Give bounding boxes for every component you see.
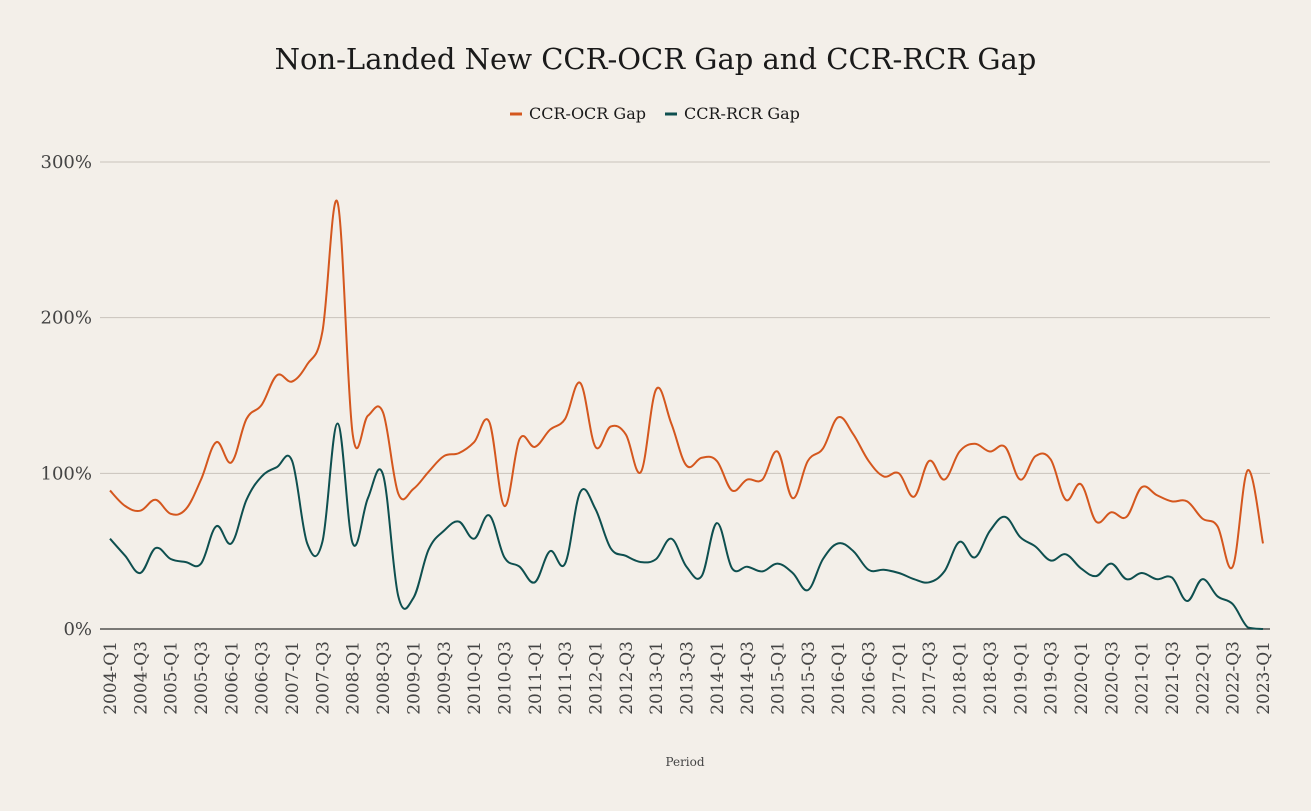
x-tick-label: 2012-Q3: [617, 641, 637, 715]
x-axis-label: Period: [665, 755, 704, 769]
x-tick-label: 2013-Q3: [678, 641, 698, 715]
x-tick-label: 2023-Q1: [1254, 641, 1274, 715]
x-tick-label: 2016-Q1: [829, 641, 849, 715]
chart-title: Non-Landed New CCR-OCR Gap and CCR-RCR G…: [275, 42, 1037, 76]
x-tick-label: 2011-Q1: [526, 641, 546, 715]
x-tick-label: 2012-Q1: [587, 641, 607, 715]
x-tick-label: 2014-Q3: [738, 641, 758, 715]
x-tick-label: 2009-Q3: [435, 641, 455, 715]
x-tick-label: 2022-Q1: [1193, 641, 1213, 715]
legend: CCR-OCR Gap CCR-RCR Gap: [510, 104, 800, 123]
legend-label-ccr-rcr-gap: CCR-RCR Gap: [684, 104, 800, 123]
x-tick-label: 2018-Q1: [951, 641, 971, 715]
legend-item-ccr-rcr-gap[interactable]: CCR-RCR Gap: [665, 104, 800, 123]
x-tick-label: 2004-Q1: [101, 641, 121, 715]
x-tick-label: 2004-Q3: [131, 641, 151, 715]
y-axis-ticks: 0% 100% 200% 300%: [41, 152, 92, 640]
x-tick-label: 2017-Q3: [920, 641, 940, 715]
x-tick-label: 2019-Q1: [1011, 641, 1031, 715]
x-tick-label: 2008-Q1: [344, 641, 364, 715]
x-tick-label: 2014-Q1: [708, 641, 728, 715]
x-tick-label: 2019-Q3: [1042, 641, 1062, 715]
y-tick-label: 200%: [41, 308, 92, 329]
x-tick-label: 2005-Q3: [192, 641, 212, 715]
x-tick-label: 2021-Q1: [1133, 641, 1153, 715]
x-tick-label: 2008-Q3: [374, 641, 394, 715]
y-tick-label: 0%: [63, 619, 92, 640]
x-tick-label: 2006-Q3: [253, 641, 273, 715]
legend-item-ccr-ocr-gap[interactable]: CCR-OCR Gap: [510, 104, 646, 123]
series-layer: [109, 199, 1264, 630]
x-tick-label: 2010-Q1: [465, 641, 485, 715]
x-tick-label: 2020-Q3: [1102, 641, 1122, 715]
x-tick-label: 2016-Q3: [860, 641, 880, 715]
series-line-ccr-ocr-gap[interactable]: [109, 199, 1264, 570]
x-tick-label: 2021-Q3: [1163, 641, 1183, 715]
y-tick-label: 100%: [41, 463, 92, 484]
x-tick-label: 2015-Q1: [769, 641, 789, 715]
x-tick-label: 2007-Q3: [313, 641, 333, 715]
x-tick-label: 2020-Q1: [1072, 641, 1092, 715]
x-tick-label: 2013-Q1: [647, 641, 667, 715]
x-tick-label: 2005-Q1: [162, 641, 182, 715]
x-tick-label: 2018-Q3: [981, 641, 1001, 715]
x-tick-label: 2017-Q1: [890, 641, 910, 715]
x-tick-label: 2011-Q3: [556, 641, 576, 715]
x-axis-ticks: 2004-Q1 2004-Q3 2005-Q1 2005-Q3 2006-Q1 2006-…: [101, 641, 1274, 715]
x-tick-label: 2015-Q3: [799, 641, 819, 715]
y-tick-label: 300%: [41, 152, 92, 173]
x-tick-label: 2006-Q1: [222, 641, 242, 715]
legend-label-ccr-ocr-gap: CCR-OCR Gap: [529, 104, 646, 123]
series-line-ccr-rcr-gap[interactable]: [109, 422, 1264, 630]
x-tick-label: 2009-Q1: [404, 641, 424, 715]
gridlines: [100, 161, 1270, 630]
x-tick-label: 2010-Q3: [495, 641, 515, 715]
x-tick-label: 2022-Q3: [1224, 641, 1244, 715]
x-tick-label: 2007-Q1: [283, 641, 303, 715]
